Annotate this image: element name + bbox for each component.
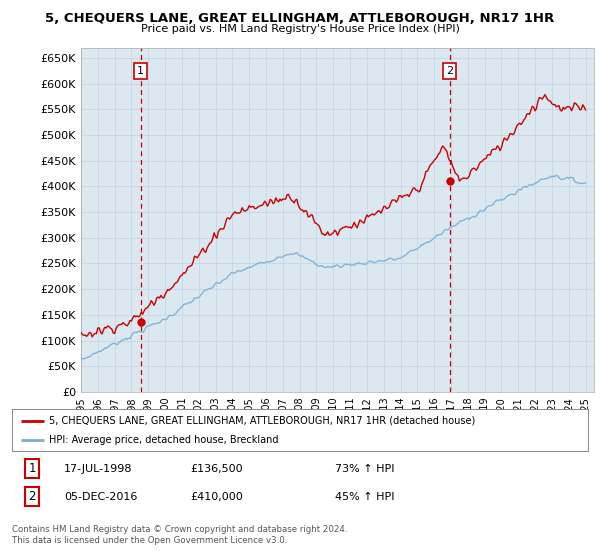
Text: 5, CHEQUERS LANE, GREAT ELLINGHAM, ATTLEBOROUGH, NR17 1HR (detached house): 5, CHEQUERS LANE, GREAT ELLINGHAM, ATTLE… [49,416,476,426]
Text: 45% ↑ HPI: 45% ↑ HPI [335,492,394,502]
Text: Contains HM Land Registry data © Crown copyright and database right 2024.
This d: Contains HM Land Registry data © Crown c… [12,525,347,545]
Text: 2: 2 [28,490,36,503]
Text: 1: 1 [137,66,144,76]
Text: 73% ↑ HPI: 73% ↑ HPI [335,464,394,474]
Text: 5, CHEQUERS LANE, GREAT ELLINGHAM, ATTLEBOROUGH, NR17 1HR: 5, CHEQUERS LANE, GREAT ELLINGHAM, ATTLE… [46,12,554,25]
Text: £410,000: £410,000 [191,492,244,502]
Text: 1: 1 [28,462,36,475]
Text: 2: 2 [446,66,453,76]
Text: Price paid vs. HM Land Registry's House Price Index (HPI): Price paid vs. HM Land Registry's House … [140,24,460,34]
Text: £136,500: £136,500 [191,464,243,474]
Text: HPI: Average price, detached house, Breckland: HPI: Average price, detached house, Brec… [49,435,279,445]
Text: 05-DEC-2016: 05-DEC-2016 [64,492,137,502]
Text: 17-JUL-1998: 17-JUL-1998 [64,464,133,474]
